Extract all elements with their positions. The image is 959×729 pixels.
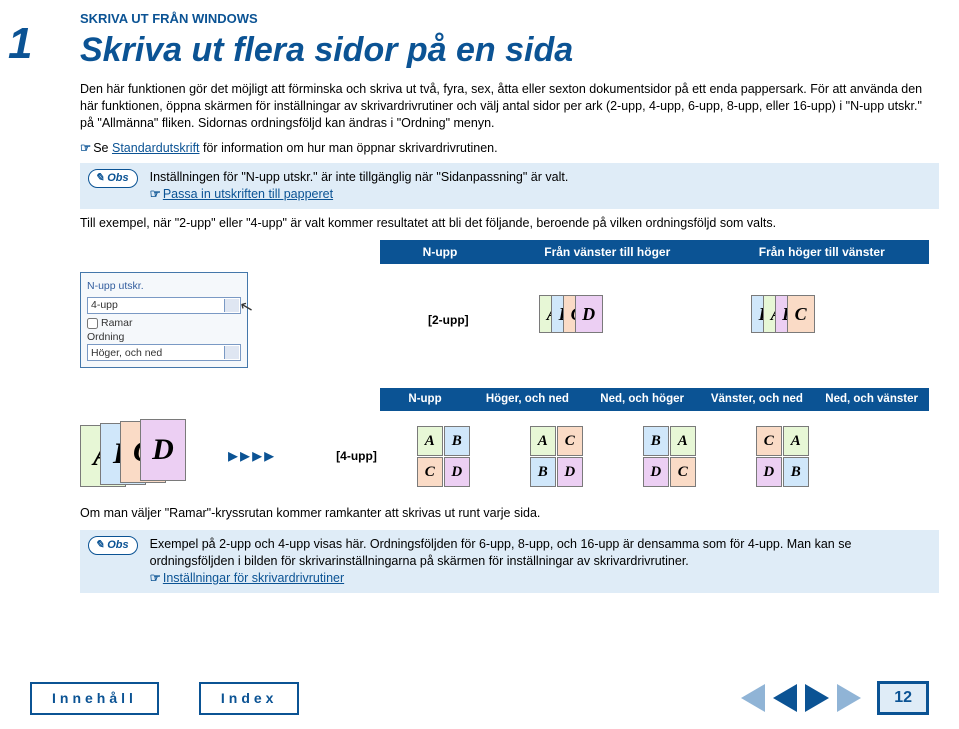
page-cell: C [670, 457, 696, 487]
obs-label: Obs [107, 538, 128, 553]
see-also-line: ☞Se Standardutskrift för information om … [80, 140, 939, 157]
grid-hn: A B C D [417, 426, 472, 487]
page-cell: D [444, 457, 470, 487]
th-ltr: Från vänster till höger [500, 240, 715, 264]
page-cell: D [557, 457, 583, 487]
th-rtl: Från höger till vänster [715, 240, 930, 264]
page-cell: C [787, 295, 815, 333]
page-cell: D [575, 295, 603, 333]
th2-vn: Vänster, och ned [700, 388, 815, 412]
see-prefix: Se [93, 141, 112, 155]
section-eyebrow: SKRIVA UT FRÅN WINDOWS [80, 10, 939, 28]
page-cell: D [643, 457, 669, 487]
ramar-paragraph: Om man väljer "Ramar"-kryssrutan kommer … [80, 505, 939, 522]
page-cell: B [444, 426, 470, 456]
page-title: Skriva ut flera sidor på en sida [80, 28, 939, 74]
pencil-icon: ✎ [95, 171, 104, 186]
label-4upp: [4-upp] [336, 448, 377, 464]
note1-line1: Inställningen för "N-upp utskr." är inte… [150, 169, 569, 186]
nav-prev-icon[interactable] [773, 684, 797, 712]
th2-nh: Ned, och höger [585, 388, 700, 412]
nav-first-icon[interactable] [741, 684, 765, 712]
page-cell: D [140, 419, 186, 481]
pointer-icon: ☞ [80, 141, 91, 155]
page-cell: A [783, 426, 809, 456]
page-cell: C [417, 457, 443, 487]
note2-body: Exempel på 2-upp och 4-upp visas här. Or… [150, 536, 931, 587]
page-cell: B [530, 457, 556, 487]
note-box-1: ✎ Obs Inställningen för "N-upp utskr." ä… [80, 163, 939, 209]
link-standardutskrift[interactable]: Standardutskrift [112, 141, 200, 155]
pointer-icon: ☞ [150, 187, 161, 201]
sc-group-title: N-upp utskr. [87, 279, 241, 293]
note2-text: Exempel på 2-upp och 4-upp visas här. Or… [150, 537, 852, 568]
contents-button[interactable]: Innehåll [30, 682, 159, 715]
pages-source-stack: A B C D [80, 421, 210, 491]
footer-nav: Innehåll Index 12 [30, 681, 929, 715]
obs-badge: ✎ Obs [88, 169, 138, 188]
th2-hn: Höger, och ned [470, 388, 585, 412]
label-2upp: [2-upp] [428, 312, 469, 328]
page-cell: A [530, 426, 556, 456]
note1-body: Inställningen för "N-upp utskr." är inte… [150, 169, 569, 203]
page-cell: A [417, 426, 443, 456]
sc-label-ordning: Ordning [87, 330, 241, 344]
index-button[interactable]: Index [199, 682, 300, 715]
arrow-dots: ▸▸▸▸ [228, 443, 276, 470]
sc-checkbox-ramar[interactable]: Ramar [87, 316, 241, 330]
page-number-box: 12 [877, 681, 929, 715]
page-cell: C [756, 426, 782, 456]
grid-vn: B A D C [643, 426, 698, 487]
note-box-2: ✎ Obs Exempel på 2-upp och 4-upp visas h… [80, 530, 939, 593]
see-suffix: för information om hur man öppnar skriva… [200, 141, 498, 155]
table1-header: N-upp Från vänster till höger Från höger… [380, 240, 929, 264]
page-cell: D [756, 457, 782, 487]
grid-nh: A C B D [530, 426, 585, 487]
row-2upp: N-upp utskr. 4-upp Ramar Ordning Höger, … [80, 272, 939, 368]
grid-nv: C A D B [756, 426, 811, 487]
nav-last-icon[interactable] [837, 684, 861, 712]
chapter-number: 1 [8, 14, 32, 73]
table2-header: N-upp Höger, och ned Ned, och höger Väns… [380, 388, 929, 412]
page-cell: B [783, 457, 809, 487]
example-paragraph: Till exempel, när "2-upp" eller "4-upp" … [80, 215, 939, 232]
pointer-icon: ☞ [150, 571, 161, 585]
page-cell: A [670, 426, 696, 456]
row-4upp: A B C D ▸▸▸▸ [4-upp] A B C D A C B D B A [80, 421, 939, 491]
page-cell: C [557, 426, 583, 456]
page-cell: B [643, 426, 669, 456]
link-installningar[interactable]: Inställningar för skrivardrivrutiner [163, 571, 344, 585]
pencil-icon: ✎ [95, 538, 104, 553]
sc-select-ordning[interactable]: Höger, och ned [87, 344, 241, 361]
driver-screenshot: N-upp utskr. 4-upp Ramar Ordning Höger, … [80, 272, 248, 368]
page-content: SKRIVA UT FRÅN WINDOWS Skriva ut flera s… [80, 10, 939, 593]
th2-nv: Ned, och vänster [814, 388, 929, 412]
link-passa-in[interactable]: Passa in utskriften till papperet [163, 187, 333, 201]
th2-nupp: N-upp [380, 388, 470, 412]
sc-select-nupp[interactable]: 4-upp [87, 297, 241, 314]
th-nupp: N-upp [380, 240, 500, 264]
obs-badge: ✎ Obs [88, 536, 138, 555]
nav-next-icon[interactable] [805, 684, 829, 712]
intro-paragraph: Den här funktionen gör det möjligt att f… [80, 81, 939, 132]
pages-rtl: B A D C [751, 295, 803, 345]
pages-ltr: A B C D [539, 295, 591, 345]
obs-label: Obs [107, 171, 128, 186]
